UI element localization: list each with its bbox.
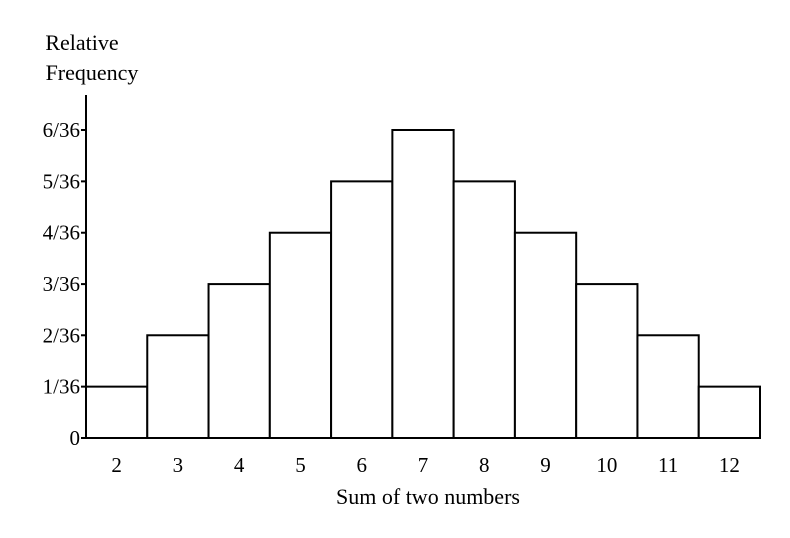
bar-4 xyxy=(207,283,271,439)
x-tick-label: 2 xyxy=(111,453,122,477)
bar-5 xyxy=(268,231,333,439)
bar-12 xyxy=(697,385,762,439)
bar-7 xyxy=(391,129,455,439)
x-tick-label: 11 xyxy=(658,453,678,477)
y-tick-label: 6/36 xyxy=(43,118,80,142)
x-tick-label: 9 xyxy=(540,453,551,477)
x-tick-label: 3 xyxy=(173,453,184,477)
y-tick-label: 4/36 xyxy=(43,221,80,245)
y-tick-label: 2/36 xyxy=(43,323,80,347)
bar-10 xyxy=(575,283,639,439)
bar-3 xyxy=(146,334,210,440)
x-axis-label: Sum of two numbers xyxy=(336,484,520,509)
y-tick-label: 1/36 xyxy=(43,375,80,399)
y-tick-label: 5/36 xyxy=(43,169,80,193)
x-tick-label: 4 xyxy=(234,453,245,477)
x-tick-label: 6 xyxy=(356,453,367,477)
x-tick-label: 5 xyxy=(295,453,306,477)
y-axis-label-line-1: Relative xyxy=(45,30,118,55)
bar-8 xyxy=(452,180,516,439)
bar-11 xyxy=(636,334,700,440)
y-tick-label: 3/36 xyxy=(43,272,80,296)
bar-2 xyxy=(85,385,149,439)
x-tick-label: 7 xyxy=(418,453,429,477)
x-tick-label: 12 xyxy=(719,453,740,477)
x-tick-label: 8 xyxy=(479,453,490,477)
y-tick-label: 0 xyxy=(70,426,81,450)
bar-6 xyxy=(330,180,394,439)
y-axis-label-line-2: Frequency xyxy=(46,60,139,85)
bar-9 xyxy=(513,231,578,439)
x-tick-label: 10 xyxy=(596,453,617,477)
